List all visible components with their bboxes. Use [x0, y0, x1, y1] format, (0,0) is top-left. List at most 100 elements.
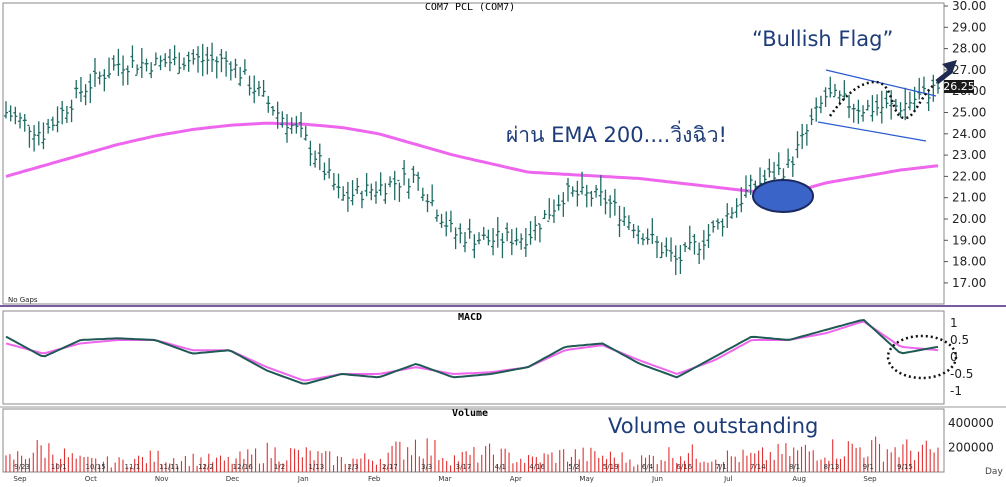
- price-bar: [139, 48, 144, 78]
- month-label: Mar: [438, 475, 451, 483]
- month-label: May: [579, 475, 593, 483]
- price-axis: 30.0029.0028.0027.0026.0025.0024.0023.00…: [944, 0, 986, 290]
- price-bar: [654, 236, 659, 259]
- price-bar: [589, 190, 594, 207]
- price-bar: [936, 82, 940, 94]
- date-tick-label: 6/16: [676, 463, 692, 471]
- price-bar: [556, 194, 561, 211]
- price-bar: [345, 181, 350, 212]
- price-bar: [725, 203, 730, 228]
- price-bar: [373, 181, 378, 204]
- month-label: Sep: [863, 475, 877, 483]
- price-bar: [842, 80, 847, 100]
- price-bar: [870, 95, 875, 122]
- price-bar: [397, 179, 402, 202]
- macd-tick-label: 0: [950, 350, 958, 364]
- price-bar: [795, 131, 800, 158]
- flag-path-dotted: [828, 80, 936, 120]
- volume-tick-label: 200000: [948, 441, 994, 455]
- price-bar: [823, 87, 828, 107]
- price-bar: [561, 192, 566, 217]
- price-bar: [884, 90, 889, 109]
- price-bar: [369, 183, 374, 201]
- price-bar: [814, 97, 819, 122]
- month-label: Jul: [723, 475, 733, 483]
- price-bar: [687, 225, 692, 251]
- price-bar: [701, 230, 706, 260]
- price-bar: [678, 245, 683, 275]
- price-bar: [495, 217, 500, 248]
- price-bar: [509, 229, 514, 256]
- price-bar: [800, 123, 805, 150]
- last-price-label: 26.25: [943, 80, 975, 93]
- price-tick-label: 25.00: [952, 106, 986, 120]
- price-bar: [636, 225, 641, 245]
- price-bar: [612, 188, 617, 216]
- price-tick-label: 28.00: [952, 42, 986, 56]
- price-bar: [598, 175, 603, 206]
- price-bar: [481, 226, 486, 240]
- price-bar: [444, 211, 449, 237]
- price-bar: [285, 114, 290, 143]
- price-bar: [116, 48, 121, 77]
- price-bar: [60, 101, 65, 125]
- price-bar: [83, 84, 88, 106]
- price-bar: [200, 43, 205, 77]
- price-bar: [879, 90, 884, 124]
- price-bar: [107, 57, 112, 79]
- price-bar: [584, 184, 589, 208]
- volume-title: Volume: [452, 408, 488, 419]
- date-tick-label: 8/1: [789, 463, 800, 471]
- price-bar: [889, 90, 894, 120]
- date-tick-label: 1/2: [274, 463, 285, 471]
- price-bar: [804, 124, 809, 146]
- price-bar: [786, 148, 791, 168]
- price-bar: [163, 53, 168, 68]
- price-tick-label: 22.00: [952, 169, 986, 183]
- price-bar: [64, 105, 69, 124]
- price-bar: [626, 215, 631, 231]
- price-bar: [547, 198, 552, 222]
- price-bar: [364, 173, 369, 197]
- price-bar: [425, 194, 430, 213]
- price-bar: [847, 94, 852, 119]
- price-bar: [439, 213, 444, 228]
- date-tick-label: 12/2: [198, 463, 214, 471]
- price-bar: [247, 75, 252, 96]
- price-bar: [664, 237, 669, 257]
- date-tick-label: 9/1: [863, 463, 874, 471]
- price-bar: [359, 190, 364, 209]
- date-tick-label: 12/16: [233, 463, 254, 471]
- macd-axis: 1 0.5 0 -0.5 -1: [950, 316, 973, 398]
- month-label: Dec: [226, 475, 240, 483]
- price-bar: [294, 115, 299, 134]
- price-bar: [256, 80, 261, 97]
- bullish-flag-annotation: “Bullish Flag”: [752, 27, 893, 51]
- price-bar: [378, 172, 383, 196]
- price-bar: [299, 111, 304, 138]
- price-bar: [931, 74, 936, 102]
- breakout-arrowhead-icon: [942, 60, 957, 74]
- price-bar: [514, 227, 519, 246]
- price-bar: [205, 46, 210, 75]
- price-bar: [434, 209, 439, 222]
- price-bar: [228, 61, 233, 81]
- price-bar: [519, 233, 524, 250]
- price-bar: [55, 106, 60, 133]
- price-bars: [4, 42, 940, 276]
- price-bar: [692, 233, 697, 255]
- price-bar: [486, 229, 491, 246]
- price-bar: [767, 158, 772, 178]
- price-bar: [41, 122, 46, 150]
- price-bar: [467, 218, 472, 239]
- price-bar: [608, 195, 613, 218]
- price-bar: [27, 124, 32, 148]
- price-bar: [92, 57, 97, 88]
- price-bar: [88, 73, 93, 104]
- date-tick-label: 4/1: [495, 463, 506, 471]
- price-bar: [111, 55, 116, 71]
- price-bar: [477, 232, 482, 245]
- price-bar: [832, 83, 837, 98]
- price-bar: [776, 152, 781, 176]
- price-bar: [303, 125, 308, 141]
